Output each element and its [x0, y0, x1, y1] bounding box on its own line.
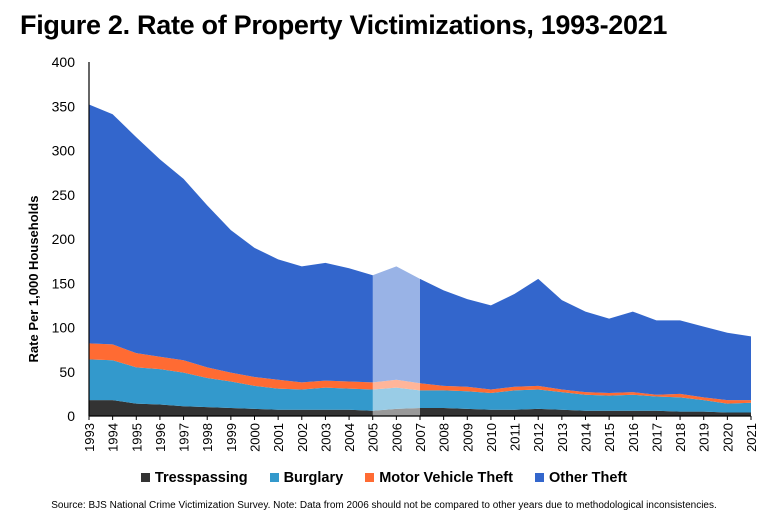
area-other-theft — [89, 104, 751, 401]
y-axis-label: Rate Per 1,000 Households — [26, 196, 41, 363]
x-tick-label: 2020 — [720, 423, 735, 452]
legend-swatch — [365, 473, 375, 482]
legend-item: Other Theft — [534, 470, 628, 486]
x-tick-label: 2021 — [744, 423, 759, 452]
x-tick-label: 2000 — [248, 423, 263, 452]
x-tick-label: 2002 — [295, 423, 310, 452]
y-tick-label: 400 — [52, 54, 76, 70]
x-tick-label: 2015 — [602, 423, 617, 452]
stacked-area-chart: 0 50 100 150 200 250 300 350 400 1993 1994 1995 1996… — [26, 54, 759, 452]
x-tick-label: 2004 — [342, 423, 357, 452]
x-tick-label: 2005 — [366, 423, 381, 452]
source-note: Source: BJS National Crime Victimization… — [51, 500, 717, 511]
legend-label: Other Theft — [548, 470, 628, 486]
x-tick-label: 2011 — [508, 423, 523, 451]
x-tick-label: 1996 — [153, 423, 168, 452]
legend-item: Motor Vehicle Theft — [365, 470, 513, 486]
x-tick-label: 2017 — [649, 423, 664, 452]
area-burglary — [89, 359, 751, 413]
chart-title: Figure 2. Rate of Property Victimization… — [20, 10, 668, 40]
legend-swatch — [534, 473, 544, 482]
x-tick-label: 2007 — [413, 423, 428, 452]
area-motor-vehicle-theft — [89, 343, 751, 404]
x-tick-label: 1994 — [106, 423, 121, 452]
y-tick-label: 300 — [52, 143, 76, 159]
x-tick-label: 2012 — [531, 423, 546, 452]
x-tick-label: 1999 — [224, 423, 239, 452]
y-tick-label: 50 — [59, 364, 75, 380]
y-tick-label: 150 — [52, 275, 76, 291]
legend-swatch — [269, 473, 279, 482]
x-tick-label: 2003 — [318, 423, 333, 452]
y-tick-label: 200 — [52, 231, 76, 247]
legend: Tresspassing Burglary Motor Vehicle Theft O… — [0, 470, 768, 486]
legend-label: Burglary — [283, 470, 344, 486]
x-tick-label: 1993 — [82, 423, 97, 452]
legend-swatch — [140, 473, 150, 482]
y-tick-label: 350 — [52, 98, 76, 114]
legend-item: Burglary — [269, 470, 344, 486]
x-tick-label: 2009 — [460, 423, 475, 452]
x-tick-label: 2008 — [437, 423, 452, 452]
x-tick-label: 1995 — [129, 423, 144, 452]
highlight-band-2005-2007 — [372, 264, 420, 416]
x-tick-label: 1997 — [177, 423, 192, 452]
x-tick-label: 2013 — [555, 423, 570, 452]
y-tick-label: 100 — [52, 320, 76, 336]
y-tick-label: 250 — [52, 187, 76, 203]
legend-item: Tresspassing — [140, 470, 248, 486]
x-tick-label: 1998 — [200, 423, 215, 452]
x-tick-label: 2001 — [271, 423, 286, 452]
x-tick-label: 2019 — [697, 423, 712, 452]
x-tick-label: 2016 — [626, 423, 641, 452]
x-tick-label: 2010 — [484, 423, 499, 452]
legend-label: Tresspassing — [154, 470, 248, 486]
x-tick-label: 2006 — [389, 423, 404, 452]
x-tick-label: 2018 — [673, 423, 688, 452]
y-tick-label: 0 — [67, 408, 75, 424]
x-tick-label: 2014 — [579, 423, 594, 452]
legend-label: Motor Vehicle Theft — [379, 470, 513, 486]
